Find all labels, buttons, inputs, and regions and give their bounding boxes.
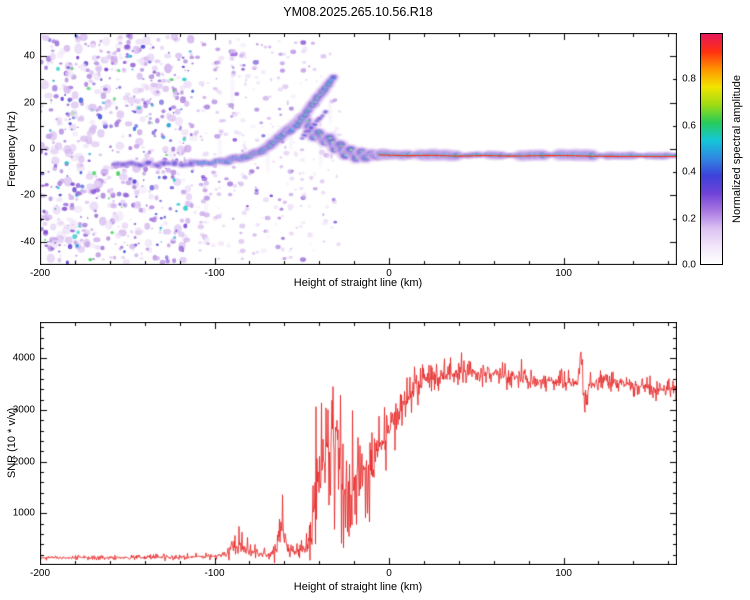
spectrogram-y-tick-label: 40	[23, 50, 35, 62]
snr-y-tick-label: 3000	[12, 404, 35, 416]
snr-canvas	[40, 322, 677, 565]
snr-ylabel: SNR (10 * v/v)	[6, 407, 18, 479]
snr-x-tick-label: -100	[204, 568, 225, 579]
spectrogram-xlabel: Height of straight line (km)	[293, 277, 423, 289]
spectrogram-x-tick-label: 100	[555, 268, 572, 279]
figure-title: YM08.2025.265.10.56.R18	[283, 5, 433, 19]
spectrogram-y-tick-label: 0	[29, 143, 35, 155]
snr-y-tick-label: 1000	[12, 507, 35, 519]
spectrogram-x-tick-label: -100	[204, 268, 225, 279]
snr-x-tick-label: 100	[555, 568, 572, 579]
colorbar-tick-label: 0.0	[682, 259, 696, 271]
colorbar-tick-label: 0.6	[682, 120, 696, 132]
snr-y-tick-label: 4000	[12, 352, 35, 364]
snr-x-tick-label: -200	[29, 568, 51, 579]
spectrogram-canvas	[40, 33, 677, 265]
colorbar	[700, 33, 723, 265]
colorbar-label: Normalized spectral amplitude	[731, 75, 743, 223]
spectrogram-y-tick-label: 20	[23, 97, 35, 109]
colorbar-tick-label: 0.4	[682, 166, 696, 178]
colorbar-tick-label: 0.8	[682, 73, 696, 85]
spectrogram-y-tick-label: -20	[20, 189, 35, 201]
snr-xlabel: Height of straight line (km)	[293, 581, 423, 593]
colorbar-tick-label: 0.2	[682, 213, 696, 225]
spectrogram-ylabel: Frequency (Hz)	[6, 111, 18, 187]
snr-y-tick-label: 2000	[12, 456, 35, 468]
spectrogram-x-tick-label: 0	[386, 268, 392, 279]
spectrogram-x-tick-label: -200	[29, 268, 51, 279]
snr-x-tick-label: 0	[386, 568, 392, 579]
spectrogram-y-tick-label: -40	[20, 236, 35, 248]
